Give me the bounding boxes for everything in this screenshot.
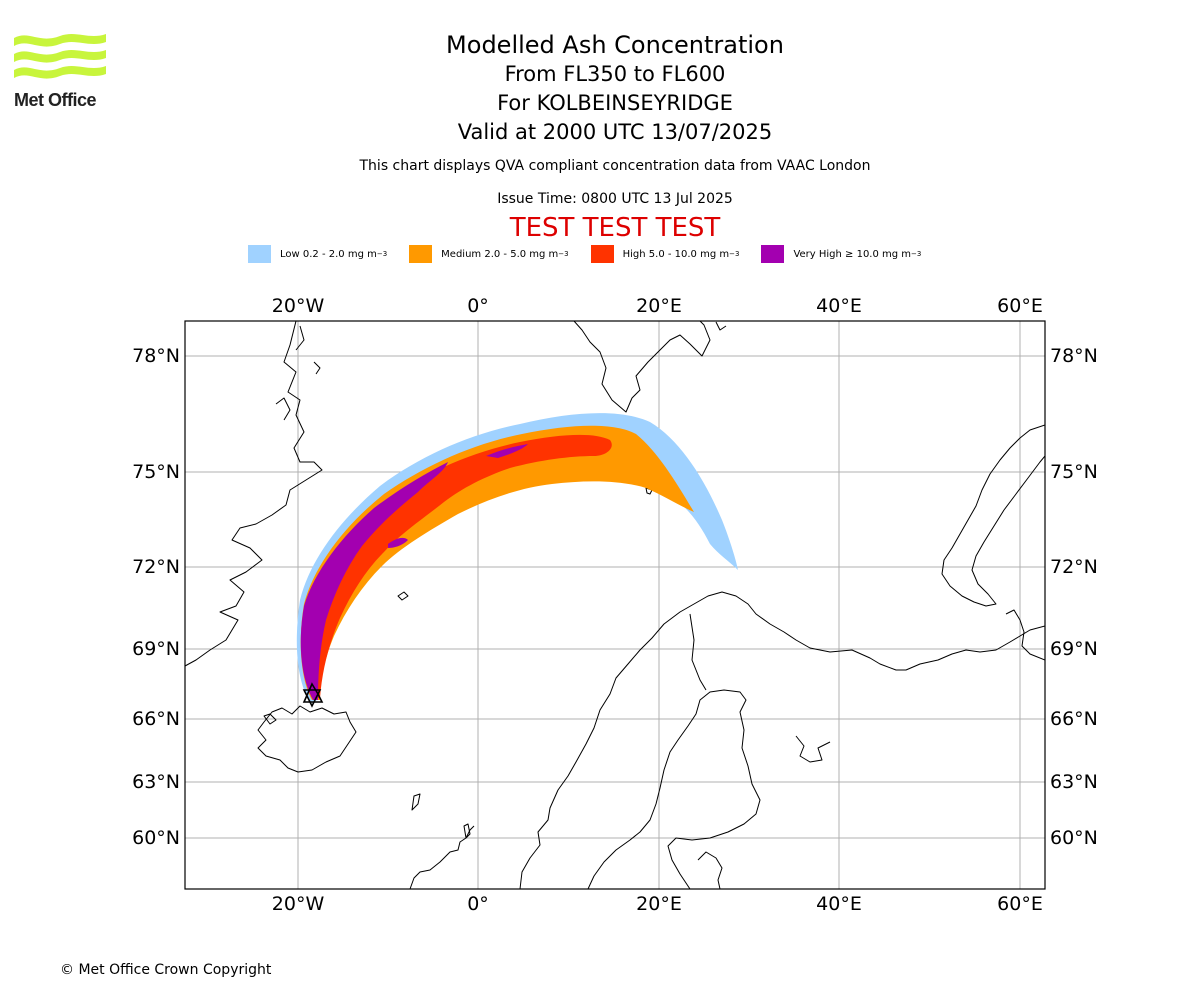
coastline-scandinavia [409,591,1045,889]
coastline-greenland [185,321,323,667]
legend-item-high: High 5.0 - 10.0 mg m −3 [590,245,740,263]
lat-labels-right: 78°N 75°N 72°N 69°N 66°N 63°N 60°N [1050,345,1098,849]
lat-label: 78°N [132,345,180,367]
lon-label: 20°E [636,295,682,317]
compliance-note: This chart displays QVA compliant concen… [359,158,871,174]
lat-label: 75°N [1050,461,1098,483]
legend-exponent-medium: −3 [558,250,569,258]
lat-labels-left: 78°N 75°N 72°N 69°N 66°N 63°N 60°N [132,345,180,849]
lon-label: 20°W [272,893,325,915]
legend-label-low: Low 0.2 - 2.0 mg m [280,248,377,260]
lon-label: 60°E [997,893,1043,915]
map-gridlines [185,321,1045,889]
lat-label: 69°N [132,638,180,660]
lat-label: 60°N [1050,827,1098,849]
coastlines [185,321,1045,889]
lat-label: 63°N [132,771,180,793]
lon-label: 20°E [636,893,682,915]
coastline-bothnia [587,689,761,889]
lon-label: 60°E [997,295,1043,317]
legend-exponent-high: −3 [729,250,740,258]
lon-label: 40°E [816,893,862,915]
ash-contour-very-high [300,462,448,700]
legend-item-low: Low 0.2 - 2.0 mg m −3 [248,245,387,263]
legend-swatch-medium [409,245,433,263]
lon-label: 0° [467,295,489,317]
lat-label: 69°N [1050,638,1098,660]
lat-label: 63°N [1050,771,1098,793]
chart-title: Modelled Ash Concentration [446,31,784,59]
lon-label: 20°W [272,295,325,317]
lat-label: 66°N [132,708,180,730]
coastline-svalbard [573,321,711,413]
lat-label: 78°N [1050,345,1098,367]
legend-swatch-low [248,245,271,263]
legend-item-medium: Medium 2.0 - 5.0 mg m −3 [409,245,569,263]
lat-label: 75°N [132,461,180,483]
map-frame [184,320,1046,890]
legend-swatch-high [590,245,614,263]
issue-time: Issue Time: 0800 UTC 13 Jul 2025 [497,191,733,207]
legend-label-medium: Medium 2.0 - 5.0 mg m [441,248,559,260]
lon-labels-top: 20°W 0° 20°E 40°E 60°E [272,295,1043,317]
legend-label-high: High 5.0 - 10.0 mg m [622,248,730,260]
valid-time: Valid at 2000 UTC 13/07/2025 [457,120,773,144]
legend-item-very-high: Very High ≥ 10.0 mg m −3 [761,245,921,263]
ash-contour-very-high-core [486,444,528,458]
lat-label: 72°N [1050,556,1098,578]
copyright-notice: © Met Office Crown Copyright [60,962,272,978]
legend-label-very-high: Very High ≥ 10.0 mg m [793,248,912,260]
lat-label: 72°N [132,556,180,578]
flight-level-range: From FL350 to FL600 [504,62,726,86]
legend-exponent-low: −3 [376,250,388,258]
coastline-novaya-zemlya [941,424,1045,607]
lon-label: 40°E [816,295,862,317]
volcano-name: For KOLBEINSEYRIDGE [497,91,733,115]
ash-contour-very-high-core-2 [388,537,408,548]
legend-exponent-very-high: −3 [911,250,922,258]
ash-plume [296,413,738,702]
ash-contour-high [302,434,612,698]
lon-label: 0° [467,893,489,915]
met-office-wave-icon [14,34,106,79]
legend-swatch-very-high [761,245,785,263]
coastline-iceland [257,705,357,773]
chart-title-block: Modelled Ash Concentration From FL350 to… [0,30,1200,147]
met-office-wordmark: Met Office [14,90,97,110]
test-banner: TEST TEST TEST [509,213,721,243]
legend: Low 0.2 - 2.0 mg m −3 Medium 2.0 - 5.0 mg… [248,244,943,264]
lat-label: 66°N [1050,708,1098,730]
volcano-source-marker [302,682,324,708]
met-office-logo: Met Office [14,30,106,112]
lat-label: 60°N [132,827,180,849]
lon-labels-bottom: 20°W 0° 20°E 40°E 60°E [272,893,1043,915]
